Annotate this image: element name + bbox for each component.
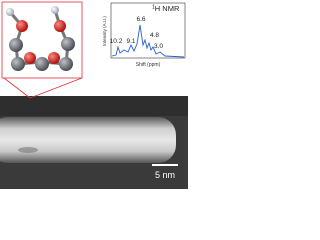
molecule [1, 1, 83, 79]
scale-bar-label: 5 nm [155, 170, 175, 180]
title-superscript: 1 [152, 5, 155, 11]
atom-h [51, 6, 59, 14]
y-axis-label: Intensity (A.U.) [102, 16, 107, 46]
atom-c [59, 57, 73, 71]
atom-h [6, 8, 14, 16]
peak-label: 3.0 [154, 43, 163, 50]
atom-o [16, 20, 28, 32]
atom-c [9, 38, 23, 52]
spectrum-title: 1H NMR [152, 4, 180, 13]
atom-o [54, 20, 66, 32]
tem-shade [0, 96, 188, 116]
atom-c [61, 37, 75, 51]
connector [3, 77, 31, 99]
atom-c [11, 57, 25, 71]
peak-label: 9.1 [126, 38, 135, 45]
figure: 5 nm 1H NMR Intensity (A.U.) Shift (ppm)… [0, 1, 188, 189]
x-axis-label: Shift (ppm) [136, 62, 161, 68]
peak-label: 6.6 [136, 16, 145, 23]
peak-label: 10.2 [110, 38, 123, 45]
plot-frame [110, 2, 186, 59]
title-text: H NMR [155, 4, 180, 13]
tube-defect [18, 147, 38, 153]
atom-c [35, 57, 49, 71]
atom-o [48, 52, 60, 64]
nanotube [0, 117, 176, 163]
spectrum-curve [111, 24, 185, 58]
peak-label: 4.8 [150, 32, 159, 39]
spectrum: 1H NMR Intensity (A.U.) Shift (ppm) 10.2… [102, 2, 186, 68]
atom-o [24, 52, 36, 64]
connector [29, 77, 83, 99]
micrograph: 5 nm [0, 96, 188, 189]
